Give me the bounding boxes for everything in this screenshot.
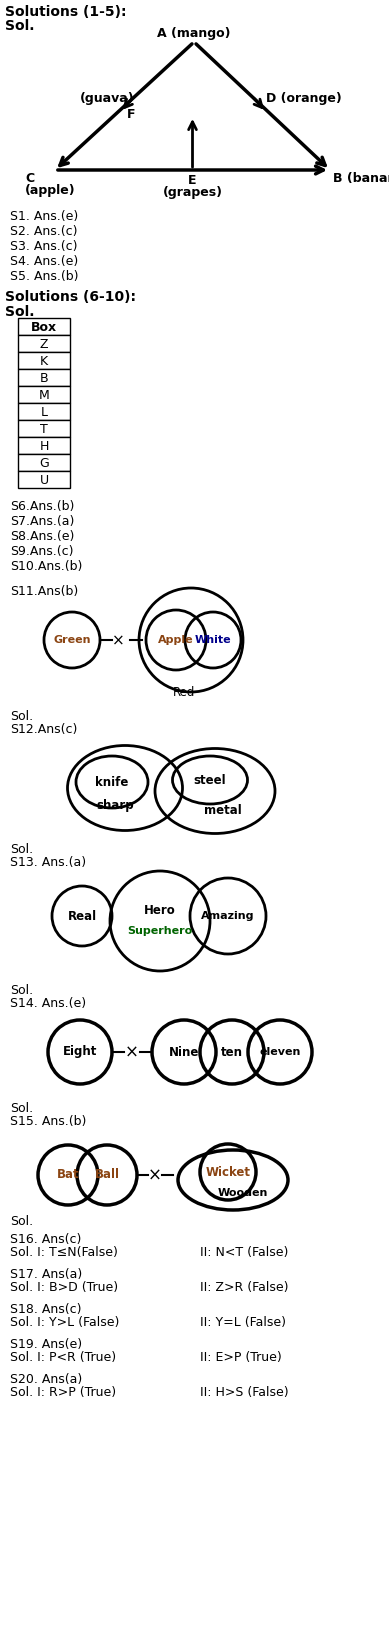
Text: S2. Ans.(c): S2. Ans.(c) bbox=[10, 224, 77, 238]
Text: K: K bbox=[40, 355, 48, 369]
Text: II: N<T (False): II: N<T (False) bbox=[200, 1247, 288, 1260]
Text: Sol. I: T≤N(False): Sol. I: T≤N(False) bbox=[10, 1247, 118, 1260]
Bar bbox=[18, 419, 70, 437]
Text: Box: Box bbox=[31, 321, 57, 334]
Bar bbox=[18, 318, 70, 336]
Text: S17. Ans(a): S17. Ans(a) bbox=[10, 1268, 82, 1281]
Text: eleven: eleven bbox=[259, 1047, 301, 1057]
Text: L: L bbox=[40, 406, 47, 419]
Text: ×: × bbox=[112, 634, 124, 649]
Text: Sol.: Sol. bbox=[10, 1102, 33, 1115]
Text: F: F bbox=[126, 108, 135, 121]
Text: Sol.: Sol. bbox=[5, 20, 35, 33]
Text: II: Y=L (False): II: Y=L (False) bbox=[200, 1315, 286, 1328]
Text: steel: steel bbox=[194, 773, 226, 786]
Text: S4. Ans.(e): S4. Ans.(e) bbox=[10, 256, 78, 269]
Text: S11.Ans(b): S11.Ans(b) bbox=[10, 585, 78, 598]
Text: S10.Ans.(b): S10.Ans.(b) bbox=[10, 560, 82, 573]
Text: Sol. I: Y>L (False): Sol. I: Y>L (False) bbox=[10, 1315, 119, 1328]
Text: Z: Z bbox=[40, 337, 48, 351]
Text: White: White bbox=[194, 636, 231, 645]
Text: Superhero: Superhero bbox=[127, 925, 193, 935]
Text: S12.Ans(c): S12.Ans(c) bbox=[10, 722, 77, 735]
Text: S3. Ans.(c): S3. Ans.(c) bbox=[10, 241, 77, 252]
Bar bbox=[18, 454, 70, 472]
Text: B: B bbox=[40, 372, 48, 385]
Bar bbox=[18, 336, 70, 352]
Text: S6.Ans.(b): S6.Ans.(b) bbox=[10, 500, 74, 513]
Text: Wicket: Wicket bbox=[205, 1166, 251, 1178]
Text: Eight: Eight bbox=[63, 1045, 97, 1058]
Text: knife: knife bbox=[95, 775, 129, 788]
Text: Solutions (1-5):: Solutions (1-5): bbox=[5, 5, 126, 20]
Text: C: C bbox=[26, 172, 35, 185]
Text: H: H bbox=[39, 441, 49, 454]
Text: (grapes): (grapes) bbox=[163, 187, 223, 198]
Text: E: E bbox=[188, 174, 197, 187]
Text: II: E>P (True): II: E>P (True) bbox=[200, 1351, 282, 1364]
Text: D (orange): D (orange) bbox=[266, 92, 342, 105]
Text: Sol. I: B>D (True): Sol. I: B>D (True) bbox=[10, 1281, 118, 1294]
Text: Apple: Apple bbox=[158, 636, 194, 645]
Text: Sol. I: P<R (True): Sol. I: P<R (True) bbox=[10, 1351, 116, 1364]
Text: S13. Ans.(a): S13. Ans.(a) bbox=[10, 857, 86, 870]
Text: II: Z>R (False): II: Z>R (False) bbox=[200, 1281, 289, 1294]
Text: U: U bbox=[39, 473, 49, 486]
Text: T: T bbox=[40, 423, 48, 436]
Text: (guava): (guava) bbox=[79, 92, 134, 105]
Text: S1. Ans.(e): S1. Ans.(e) bbox=[10, 210, 78, 223]
Text: S20. Ans(a): S20. Ans(a) bbox=[10, 1373, 82, 1386]
Text: S8.Ans.(e): S8.Ans.(e) bbox=[10, 531, 74, 544]
Text: S9.Ans.(c): S9.Ans.(c) bbox=[10, 545, 74, 559]
Text: Sol.: Sol. bbox=[10, 1215, 33, 1228]
Bar bbox=[18, 472, 70, 488]
Text: ×: × bbox=[148, 1166, 162, 1184]
Text: Bat: Bat bbox=[57, 1168, 79, 1181]
Text: Wooden: Wooden bbox=[218, 1188, 268, 1197]
Text: S15. Ans.(b): S15. Ans.(b) bbox=[10, 1115, 86, 1129]
Text: Green: Green bbox=[53, 636, 91, 645]
Text: M: M bbox=[39, 388, 49, 401]
Text: G: G bbox=[39, 457, 49, 470]
Text: B (banana): B (banana) bbox=[333, 172, 389, 185]
Text: Solutions (6-10):: Solutions (6-10): bbox=[5, 290, 136, 305]
Text: ten: ten bbox=[221, 1045, 243, 1058]
Text: Sol. I: R>P (True): Sol. I: R>P (True) bbox=[10, 1386, 116, 1399]
Text: II: H>S (False): II: H>S (False) bbox=[200, 1386, 289, 1399]
Text: Real: Real bbox=[67, 909, 96, 922]
Bar bbox=[18, 437, 70, 454]
Text: S7.Ans.(a): S7.Ans.(a) bbox=[10, 514, 74, 527]
Text: metal: metal bbox=[204, 804, 242, 817]
Text: Nine: Nine bbox=[169, 1045, 199, 1058]
Text: Sol.: Sol. bbox=[5, 305, 35, 319]
Text: Sol.: Sol. bbox=[10, 709, 33, 722]
Text: S14. Ans.(e): S14. Ans.(e) bbox=[10, 998, 86, 1011]
Bar bbox=[18, 387, 70, 403]
Text: A (mango): A (mango) bbox=[157, 26, 231, 39]
Text: S5. Ans.(b): S5. Ans.(b) bbox=[10, 270, 79, 283]
Text: sharp: sharp bbox=[96, 799, 134, 812]
Text: S18. Ans(c): S18. Ans(c) bbox=[10, 1302, 82, 1315]
Bar bbox=[18, 352, 70, 369]
Text: (apple): (apple) bbox=[25, 183, 75, 197]
Bar bbox=[18, 403, 70, 419]
Bar bbox=[18, 369, 70, 387]
Text: Ball: Ball bbox=[95, 1168, 119, 1181]
Text: ×: × bbox=[125, 1043, 139, 1061]
Text: Sol.: Sol. bbox=[10, 984, 33, 998]
Text: S19. Ans(e): S19. Ans(e) bbox=[10, 1338, 82, 1351]
Text: Hero: Hero bbox=[144, 904, 176, 917]
Text: Amazing: Amazing bbox=[201, 911, 255, 921]
Text: Sol.: Sol. bbox=[10, 844, 33, 857]
Text: S16. Ans(c): S16. Ans(c) bbox=[10, 1233, 81, 1247]
Text: Red: Red bbox=[173, 686, 195, 699]
